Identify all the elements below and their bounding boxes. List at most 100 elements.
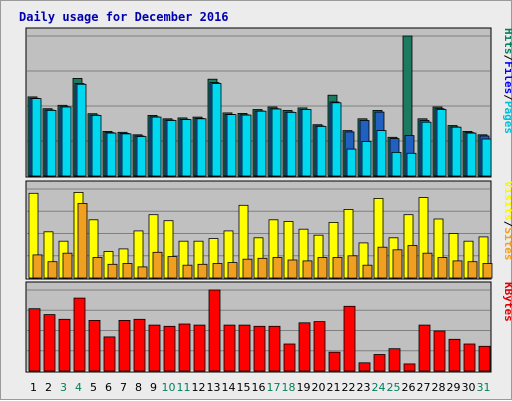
bar-kbytes-day-18 bbox=[283, 343, 296, 372]
bar-sites-day-29 bbox=[452, 260, 463, 279]
day-label-19: 19 bbox=[297, 381, 311, 394]
day-label-20: 20 bbox=[312, 381, 326, 394]
bar-pages-day-24 bbox=[376, 130, 387, 177]
day-label-4: 4 bbox=[75, 381, 82, 394]
bar-kbytes-day-19 bbox=[298, 322, 311, 372]
day-axis: 1 2 3 4 5 6 7 8 9 10 11 12 13 14 15 16 17 18 19 20 21 22 23 24 2… bbox=[30, 381, 491, 394]
day-label-12: 12 bbox=[192, 381, 206, 394]
legend-item-pages: Pages bbox=[502, 101, 512, 134]
bar-sites-day-8 bbox=[137, 266, 148, 279]
bar-sites-day-15 bbox=[242, 258, 253, 279]
bar-sites-day-10 bbox=[167, 256, 178, 279]
day-label-27: 27 bbox=[417, 381, 431, 394]
bar-pages-day-27 bbox=[421, 121, 432, 177]
bar-pages-day-22 bbox=[346, 148, 357, 177]
bar-kbytes-day-15 bbox=[238, 324, 251, 372]
day-label-23: 23 bbox=[357, 381, 371, 394]
bar-pages-day-6 bbox=[106, 132, 117, 177]
bar-kbytes-day-24 bbox=[373, 354, 386, 372]
bar-kbytes-day-16 bbox=[253, 325, 266, 372]
bar-sites-day-21 bbox=[332, 257, 343, 279]
bar-sites-day-3 bbox=[62, 252, 73, 279]
day-label-26: 26 bbox=[402, 381, 416, 394]
bar-kbytes-day-21 bbox=[328, 351, 341, 372]
bar-sites-day-16 bbox=[257, 257, 268, 279]
bar-pages-day-30 bbox=[466, 132, 477, 177]
bar-sites-day-9 bbox=[152, 251, 163, 279]
bar-kbytes-day-5 bbox=[88, 319, 101, 372]
day-label-22: 22 bbox=[342, 381, 356, 394]
bar-kbytes-day-7 bbox=[118, 319, 131, 372]
bar-kbytes-day-2 bbox=[43, 314, 56, 372]
legend-separator: / bbox=[502, 94, 512, 101]
bar-kbytes-day-1 bbox=[28, 308, 41, 372]
panel-kbytes: KBytes bbox=[25, 281, 512, 373]
bar-sites-day-13 bbox=[212, 263, 223, 279]
bar-sites-day-24 bbox=[377, 246, 388, 279]
legend-separator: / bbox=[502, 221, 512, 228]
day-label-21: 21 bbox=[327, 381, 341, 394]
bar-pages-day-7 bbox=[121, 133, 132, 177]
bar-kbytes-day-11 bbox=[178, 323, 191, 372]
bar-sites-day-1 bbox=[32, 254, 43, 279]
day-label-18: 18 bbox=[282, 381, 296, 394]
bar-pages-day-23 bbox=[361, 141, 372, 177]
day-label-24: 24 bbox=[372, 381, 386, 394]
day-label-13: 13 bbox=[207, 381, 221, 394]
day-label-29: 29 bbox=[447, 381, 461, 394]
bar-kbytes-day-25 bbox=[388, 348, 401, 372]
bar-pages-day-20 bbox=[316, 126, 327, 177]
panel-hits: Hits/Files/Pages bbox=[25, 27, 512, 178]
bar-sites-day-23 bbox=[362, 264, 373, 279]
day-label-17: 17 bbox=[267, 381, 281, 394]
bar-kbytes-day-10 bbox=[163, 325, 176, 372]
day-label-1: 1 bbox=[30, 381, 37, 394]
bar-pages-day-9 bbox=[151, 116, 162, 177]
day-label-8: 8 bbox=[135, 381, 142, 394]
legend-item-kbytes: KBytes bbox=[502, 282, 512, 322]
day-label-9: 9 bbox=[150, 381, 157, 394]
bar-kbytes-day-6 bbox=[103, 336, 116, 372]
bar-sites-day-14 bbox=[227, 262, 238, 279]
legend-item-sites: Sites bbox=[502, 227, 512, 260]
bar-pages-day-2 bbox=[46, 110, 57, 177]
bar-pages-day-10 bbox=[166, 120, 177, 177]
bar-pages-day-17 bbox=[271, 108, 282, 177]
chart-title: Daily usage for December 2016 bbox=[19, 10, 229, 24]
bar-kbytes-day-9 bbox=[148, 324, 161, 372]
bar-pages-day-14 bbox=[226, 114, 237, 177]
bar-sites-day-25 bbox=[392, 249, 403, 279]
bar-kbytes-day-30 bbox=[463, 343, 476, 372]
legend-separator: / bbox=[502, 55, 512, 62]
bar-pages-day-25 bbox=[391, 151, 402, 177]
bar-sites-day-28 bbox=[437, 257, 448, 279]
bar-pages-day-29 bbox=[451, 126, 462, 177]
legend-item-files: Files bbox=[502, 61, 512, 94]
bar-sites-day-17 bbox=[272, 257, 283, 279]
bar-kbytes-day-29 bbox=[448, 338, 461, 372]
bar-sites-day-18 bbox=[287, 259, 298, 279]
bar-sites-day-20 bbox=[317, 257, 328, 279]
bar-pages-day-18 bbox=[286, 112, 297, 177]
day-label-14: 14 bbox=[222, 381, 236, 394]
day-label-16: 16 bbox=[252, 381, 266, 394]
bar-sites-day-4 bbox=[77, 203, 88, 279]
bar-pages-day-5 bbox=[91, 115, 102, 177]
bar-pages-day-13 bbox=[211, 83, 222, 177]
day-label-11: 11 bbox=[177, 381, 191, 394]
bar-kbytes-day-20 bbox=[313, 321, 326, 372]
bar-sites-day-6 bbox=[107, 263, 118, 279]
legend-item-visits: Visits bbox=[502, 181, 512, 221]
bar-sites-day-30 bbox=[467, 261, 478, 279]
day-label-2: 2 bbox=[45, 381, 52, 394]
bar-kbytes-day-14 bbox=[223, 324, 236, 372]
bar-kbytes-day-17 bbox=[268, 325, 281, 372]
bar-pages-day-1 bbox=[31, 98, 42, 177]
day-label-5: 5 bbox=[90, 381, 97, 394]
bar-sites-day-19 bbox=[302, 260, 313, 279]
bar-kbytes-day-12 bbox=[193, 324, 206, 372]
bar-sites-day-31 bbox=[482, 263, 493, 279]
bar-sites-day-27 bbox=[422, 252, 433, 279]
